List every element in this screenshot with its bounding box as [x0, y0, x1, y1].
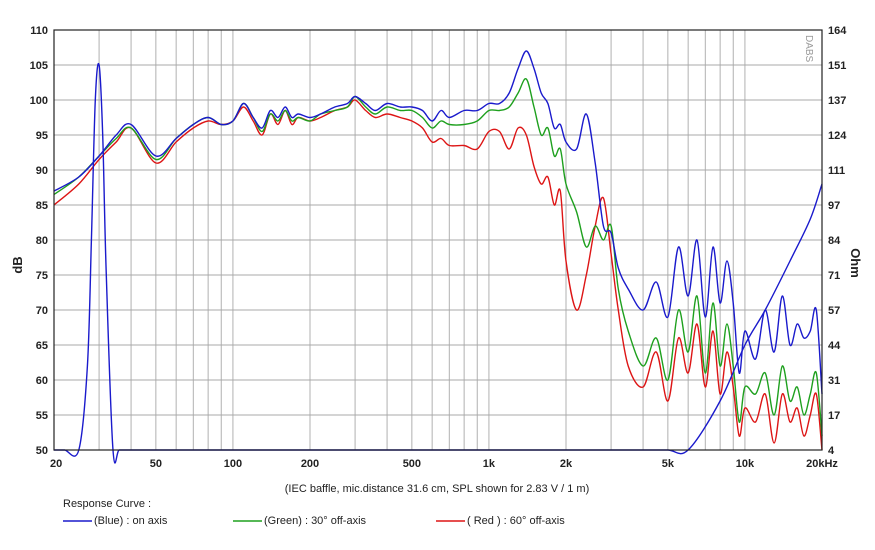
- x-tick-label: 5k: [662, 458, 675, 470]
- x-axis-ticks: 20 50 100 200 500 1k 2k 5k 10k 20kHz: [50, 458, 838, 470]
- y-right-tick-label: 84: [828, 235, 841, 247]
- legend-label-red: ( Red ) : 60° off-axis: [467, 515, 565, 527]
- x-tick-label: 1k: [483, 458, 496, 470]
- y-right-tick-label: 164: [828, 25, 847, 37]
- y-right-tick-label: 57: [828, 305, 840, 317]
- y-right-ticks: 4 17 31 44 57 71 84 97 111 124 137 151 164: [828, 25, 847, 457]
- series-line-30deg: [53, 78, 823, 437]
- legend-label-green: (Green) : 30° off-axis: [264, 515, 367, 527]
- x-tick-label: 20kHz: [806, 458, 838, 470]
- series-line-60deg: [53, 99, 823, 451]
- measurement-note: (IEC baffle, mic.distance 31.6 cm, SPL s…: [285, 483, 589, 495]
- x-tick-label: 10k: [736, 458, 755, 470]
- y-left-tick-label: 90: [36, 165, 48, 177]
- x-tick-label: 50: [150, 458, 162, 470]
- y-right-tick-label: 71: [828, 270, 840, 282]
- y-left-tick-label: 75: [36, 270, 48, 282]
- y-left-ticks: 50 55 60 65 70 75 80 85 90 95 100 105 110: [30, 25, 48, 457]
- y-right-tick-label: 44: [828, 340, 841, 352]
- legend-label-blue: (Blue) : on axis: [94, 515, 168, 527]
- x-tick-label: 500: [403, 458, 421, 470]
- y-left-tick-label: 55: [36, 410, 48, 422]
- series-line-on-axis: [53, 50, 823, 395]
- y-right-tick-label: 4: [828, 445, 835, 457]
- y-left-tick-label: 70: [36, 305, 48, 317]
- y-right-axis-label: Ohm: [848, 248, 863, 278]
- y-right-tick-label: 111: [828, 165, 845, 177]
- y-right-tick-label: 124: [828, 130, 847, 142]
- y-right-tick-label: 151: [828, 60, 846, 72]
- response-curves: [53, 50, 823, 464]
- y-left-tick-label: 100: [30, 95, 48, 107]
- y-left-tick-label: 65: [36, 340, 48, 352]
- y-right-tick-label: 31: [828, 375, 840, 387]
- x-tick-label: 20: [50, 458, 62, 470]
- watermark: DABS: [803, 35, 814, 63]
- y-left-tick-label: 95: [36, 130, 48, 142]
- y-left-tick-label: 50: [36, 445, 48, 457]
- x-tick-label: 2k: [560, 458, 573, 470]
- x-tick-label: 200: [301, 458, 319, 470]
- y-left-tick-label: 105: [30, 60, 48, 72]
- y-left-tick-label: 85: [36, 200, 48, 212]
- plot-frame: [53, 29, 823, 451]
- y-right-tick-label: 137: [828, 95, 846, 107]
- y-left-tick-label: 80: [36, 235, 48, 247]
- y-left-axis-label: dB: [10, 256, 25, 273]
- x-tick-label: 100: [224, 458, 242, 470]
- y-left-tick-label: 110: [30, 25, 48, 37]
- grid-lines: [54, 30, 822, 450]
- y-right-tick-label: 17: [828, 410, 840, 422]
- y-right-tick-label: 97: [828, 200, 840, 212]
- legend-title: Response Curve :: [63, 498, 151, 510]
- y-left-tick-label: 60: [36, 375, 48, 387]
